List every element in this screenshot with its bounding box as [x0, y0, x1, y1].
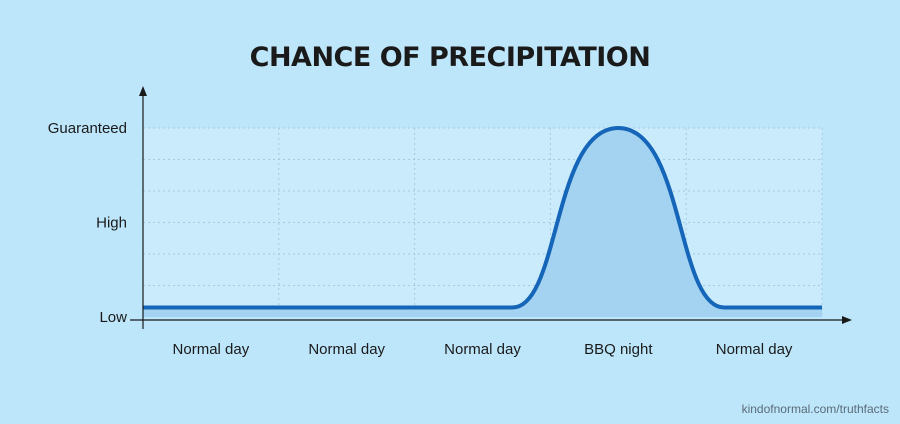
- y-tick-label: Guaranteed: [48, 120, 127, 137]
- grid-lines: [143, 127, 823, 317]
- x-axis-arrow: [842, 316, 852, 324]
- precipitation-line: [143, 126, 822, 310]
- x-tick-label: Normal day: [444, 341, 521, 358]
- y-tick-label: High: [96, 215, 127, 232]
- x-tick-label: BBQ night: [584, 341, 653, 358]
- precipitation-area: [143, 128, 822, 317]
- x-tick-label: Normal day: [308, 341, 385, 358]
- y-tick-labels: Low High Guaranteed: [48, 120, 127, 326]
- x-tick-label: Normal day: [173, 341, 250, 358]
- x-tick-label: Normal day: [716, 341, 793, 358]
- y-axis-arrow: [139, 86, 147, 96]
- credit-text: kindofnormal.com/truthfacts: [742, 402, 889, 416]
- x-tick-labels: Normal day Normal day Normal day BBQ night N…: [173, 341, 793, 358]
- chart-title: CHANCE OF PRECIPITATION: [250, 42, 651, 73]
- y-tick-label: Low: [99, 309, 127, 326]
